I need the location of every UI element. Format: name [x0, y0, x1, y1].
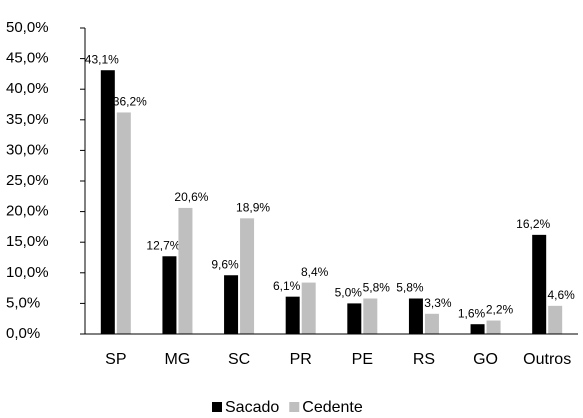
- y-tick-label: 45,0%: [6, 50, 49, 67]
- bar: [486, 320, 501, 334]
- value-label: 5,0%: [335, 286, 363, 300]
- value-label: 43,1%: [85, 52, 119, 66]
- value-label: 12,7%: [146, 238, 180, 252]
- value-label: 6,1%: [273, 279, 301, 293]
- bar: [363, 298, 378, 334]
- value-label: 36,2%: [113, 95, 147, 109]
- value-label: 9,6%: [211, 257, 239, 271]
- y-tick-label: 5,0%: [6, 294, 40, 311]
- bar: [224, 275, 239, 334]
- bar: [548, 305, 563, 334]
- legend-swatch: [289, 402, 300, 412]
- value-label: 4,6%: [548, 288, 576, 302]
- value-label: 20,6%: [174, 190, 208, 204]
- x-tick-label: SC: [228, 351, 250, 368]
- bar: [470, 324, 485, 334]
- x-tick-label: GO: [473, 351, 498, 368]
- x-tick-label: RS: [413, 351, 435, 368]
- bar: [285, 296, 300, 334]
- y-tick-label: 15,0%: [6, 233, 49, 250]
- bar: [240, 218, 255, 334]
- x-tick-label: PE: [352, 351, 373, 368]
- x-tick-label: SP: [105, 351, 126, 368]
- bar: [301, 282, 316, 334]
- value-label: 18,9%: [236, 201, 270, 215]
- legend-label: Sacado: [225, 399, 279, 416]
- value-label: 3,3%: [424, 296, 452, 310]
- bar: [100, 70, 115, 334]
- y-tick-label: 50,0%: [6, 19, 49, 36]
- x-tick-label: MG: [165, 351, 191, 368]
- x-tick-label: Outros: [523, 351, 571, 368]
- y-tick-label: 35,0%: [6, 111, 49, 128]
- bar: [347, 303, 362, 334]
- value-label: 5,8%: [363, 281, 391, 295]
- y-tick-label: 30,0%: [6, 141, 49, 158]
- bar: [424, 313, 439, 334]
- y-tick-label: 10,0%: [6, 264, 49, 281]
- bar: [408, 298, 423, 334]
- bar: [162, 256, 177, 334]
- y-tick-label: 0,0%: [6, 325, 40, 342]
- y-tick-label: 40,0%: [6, 80, 49, 97]
- value-label: 16,2%: [516, 217, 550, 231]
- bar: [178, 207, 193, 334]
- legend-label: Cedente: [302, 399, 363, 416]
- value-label: 8,4%: [301, 265, 329, 279]
- value-label: 5,8%: [396, 281, 424, 295]
- bar: [116, 112, 131, 335]
- bar: [532, 234, 547, 334]
- legend-swatch: [212, 402, 222, 412]
- y-tick-label: 25,0%: [6, 172, 49, 189]
- x-tick-label: PR: [290, 351, 312, 368]
- value-label: 2,2%: [486, 303, 514, 317]
- y-tick-label: 20,0%: [6, 203, 49, 220]
- value-label: 1,6%: [458, 306, 486, 320]
